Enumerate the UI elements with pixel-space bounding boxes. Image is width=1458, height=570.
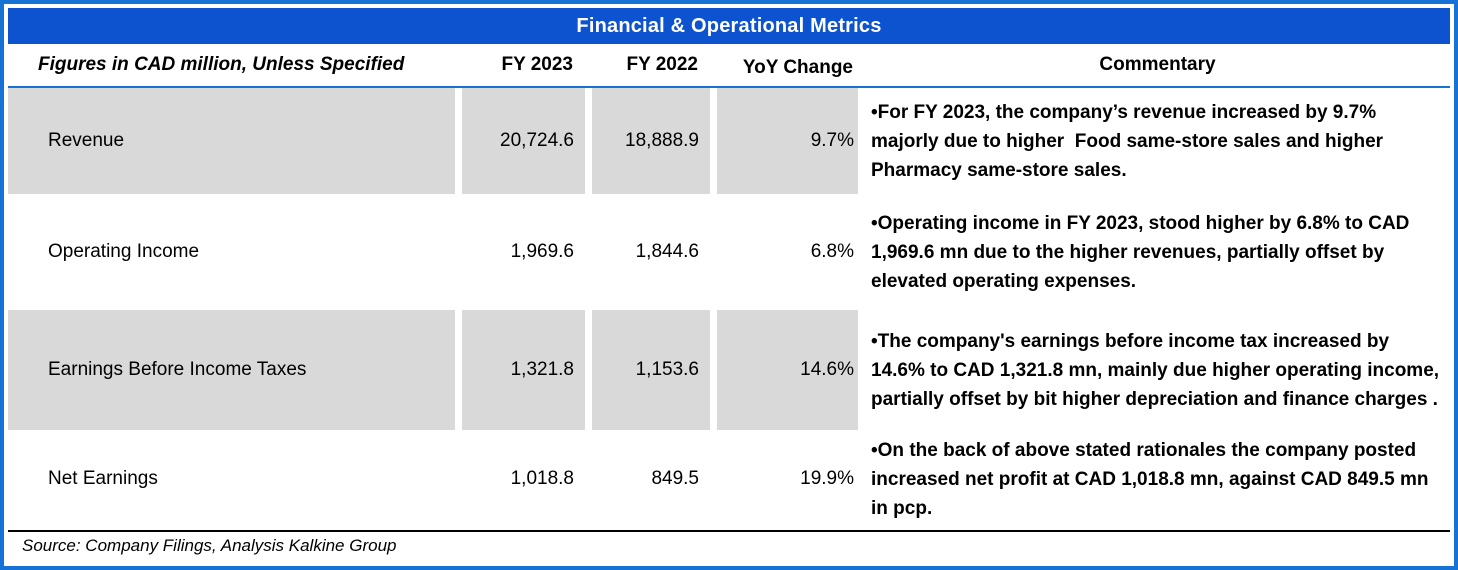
metric-name-cell: Operating Income (48, 241, 200, 262)
column-header-figures: Figures in CAD million, Unless Specified (38, 54, 405, 75)
column-header-commentary: Commentary (1099, 54, 1216, 75)
fy2022-value-cell: 18,888.9 (592, 88, 710, 194)
metric-name-cell: Net Earnings (48, 468, 158, 489)
metric-name-cell: Revenue (8, 88, 455, 194)
fy2022-value-cell: 849.5 (651, 468, 699, 489)
table-title: Financial & Operational Metrics (8, 8, 1450, 44)
fy2023-value-cell: 1,321.8 (462, 310, 585, 430)
yoy-change-cell: 6.8% (810, 241, 854, 262)
yoy-change-cell: 14.6% (717, 310, 858, 430)
table-header-row: Figures in CAD million, Unless Specified… (8, 44, 1450, 88)
fy2022-value-cell: 1,844.6 (635, 241, 699, 262)
table-row-revenue: Revenue 20,724.6 18,888.9 9.7% •For FY 2… (8, 88, 1450, 194)
fy2022-value-cell: 1,153.6 (592, 310, 710, 430)
table-row-earnings-before-taxes: Earnings Before Income Taxes 1,321.8 1,1… (8, 310, 1450, 430)
source-note: Source: Company Filings, Analysis Kalkin… (8, 530, 1450, 560)
metric-name-cell: Earnings Before Income Taxes (8, 310, 455, 430)
column-header-fy2022: FY 2022 (626, 54, 698, 75)
commentary-cell: •On the back of above stated rationales … (871, 439, 1434, 519)
table-row-operating-income: Operating Income 1,969.6 1,844.6 6.8% •O… (8, 194, 1450, 310)
column-header-yoy-change: YoY Change (742, 57, 853, 78)
fy2023-value-cell: 20,724.6 (462, 88, 585, 194)
yoy-change-cell: 19.9% (800, 468, 854, 489)
fy2023-value-cell: 1,018.8 (510, 468, 574, 489)
fy2023-value-cell: 1,969.6 (510, 241, 574, 262)
commentary-cell: •Operating income in FY 2023, stood high… (871, 212, 1415, 292)
commentary-cell: •For FY 2023, the company’s revenue incr… (871, 101, 1389, 181)
yoy-change-cell: 9.7% (717, 88, 858, 194)
commentary-cell: •The company's earnings before income ta… (871, 330, 1445, 410)
column-header-fy2023: FY 2023 (501, 54, 573, 75)
table-row-net-earnings: Net Earnings 1,018.8 849.5 19.9% •On the… (8, 430, 1450, 528)
